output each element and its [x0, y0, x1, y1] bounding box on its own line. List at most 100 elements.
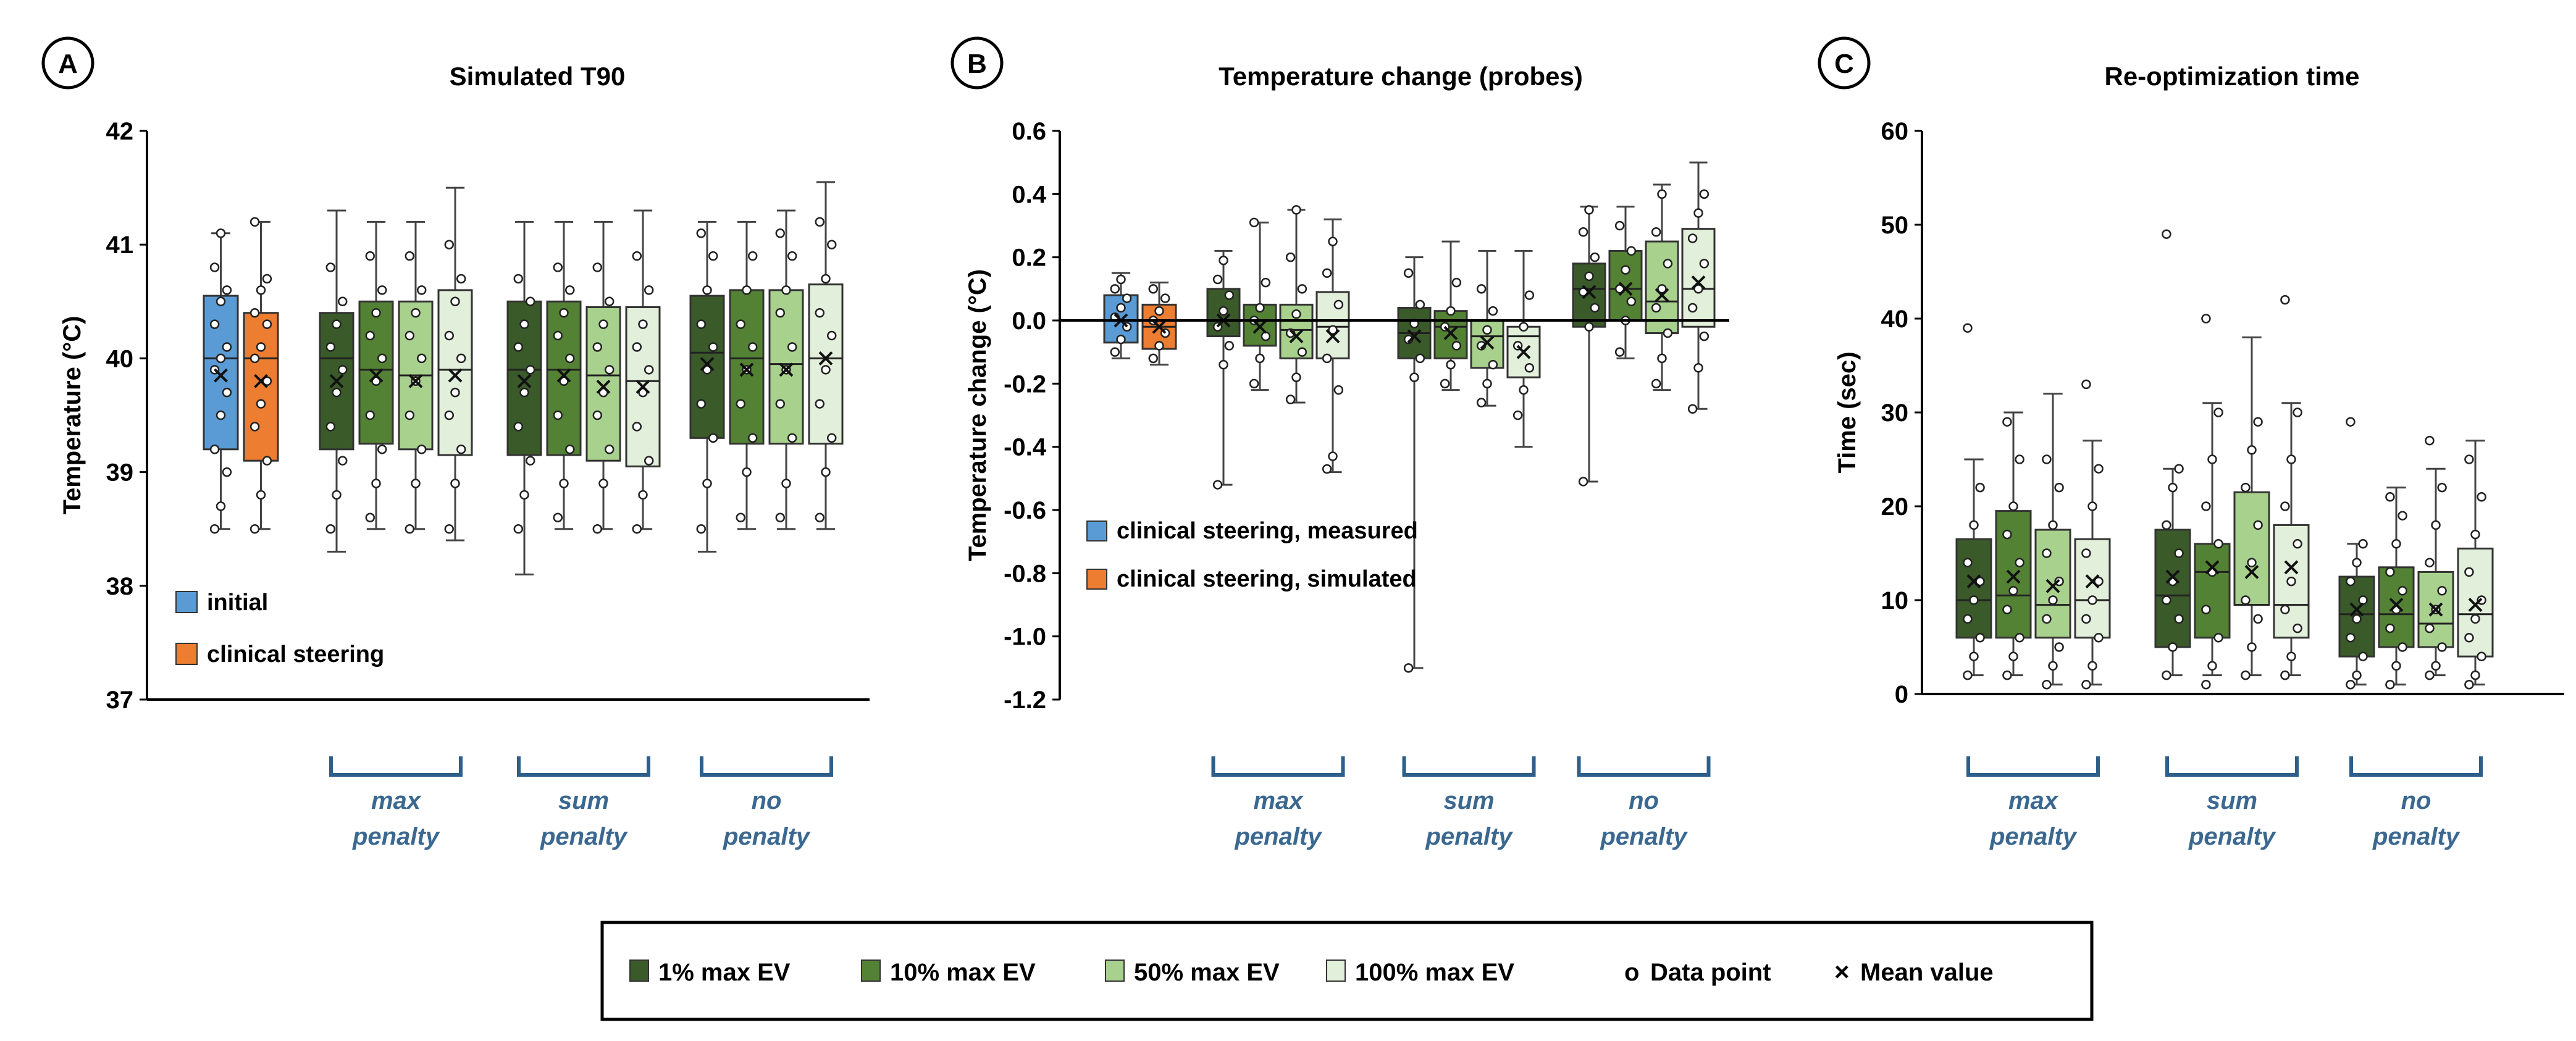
data-point [222, 342, 232, 352]
y-tick-label: -0.6 [1004, 497, 1046, 524]
data-point [371, 307, 381, 318]
data-point [2293, 408, 2302, 417]
data-point [2241, 595, 2251, 605]
data-point [2207, 454, 2217, 464]
data-point [1657, 189, 1667, 199]
data-point [1224, 341, 1235, 351]
box-1-max-ev [506, 220, 542, 575]
box-50-max-ev [1645, 183, 1679, 391]
mean-marker [739, 362, 754, 377]
data-point [2425, 558, 2435, 567]
legend-items: 1% max EV 10% max EV 50% max EV 100% max EV… [629, 957, 1994, 986]
data-point [742, 467, 752, 477]
data-point [2015, 633, 2024, 643]
data-point [775, 399, 786, 409]
data-point [1297, 284, 1307, 294]
panel-c-letter: C [1834, 49, 1854, 79]
data-point [604, 365, 615, 375]
data-point [2293, 539, 2302, 549]
group-label: penalty [2372, 823, 2461, 850]
y-tick-label: -0.8 [1004, 560, 1046, 587]
box-1-max-ev [689, 220, 725, 553]
data-point [2008, 651, 2018, 661]
data-point [2477, 492, 2486, 502]
data-point [2470, 614, 2480, 624]
data-point [2241, 482, 2251, 493]
data-point [456, 274, 466, 284]
data-point [2286, 651, 2296, 661]
data-point [559, 479, 569, 488]
data-point [2425, 623, 2435, 633]
data-point [1584, 322, 1594, 332]
data-point [411, 307, 421, 318]
data-point [1328, 451, 1338, 461]
data-point [2201, 604, 2211, 614]
legend-label: 1% max EV [658, 959, 791, 986]
data-point [1212, 480, 1223, 490]
data-point [1219, 306, 1228, 316]
group-label: penalty [1600, 823, 1688, 850]
box-iqr [243, 312, 279, 462]
data-point [1403, 268, 1414, 278]
mean-marker [2045, 579, 2060, 593]
mean-marker [2244, 564, 2259, 579]
data-point [216, 228, 226, 238]
data-point [2087, 661, 2097, 671]
data-point [2385, 680, 2395, 690]
data-point [377, 353, 387, 364]
data-point [598, 479, 608, 488]
data-point [1687, 233, 1698, 243]
data-point [1409, 372, 1419, 382]
y-tick-label: 0.6 [1012, 118, 1046, 145]
panel-a-letter: A [58, 49, 78, 79]
data-point [2054, 642, 2064, 652]
data-point [553, 410, 563, 420]
data-point [1519, 322, 1529, 332]
y-tick-label: 38 [106, 573, 134, 600]
data-point [2168, 482, 2178, 493]
legend-swatch [1326, 959, 1346, 982]
legend-label: 100% max EV [1355, 959, 1514, 986]
mean-marker [1655, 288, 1669, 303]
data-point [1116, 334, 1126, 345]
legend-label: 10% max EV [890, 959, 1036, 986]
box-clinical-steering-measured [1103, 272, 1139, 359]
data-point [1212, 274, 1223, 285]
data-point [2081, 548, 2091, 558]
data-point [2358, 595, 2368, 605]
data-point [2015, 454, 2024, 464]
data-point [1699, 259, 1710, 269]
box-1-max-ev [1955, 323, 1992, 680]
mean-marker [1407, 329, 1422, 343]
data-point [2352, 670, 2362, 680]
data-point [1482, 325, 1492, 335]
data-point [1322, 268, 1332, 278]
data-point [405, 410, 415, 420]
legend-swatch [629, 959, 649, 982]
group-label: no [2401, 787, 2431, 814]
data-point [638, 490, 648, 500]
box-1-max-ev [319, 209, 355, 553]
data-point [1446, 306, 1456, 316]
box-100-max-ev [1506, 249, 1541, 448]
data-point [1626, 296, 1637, 307]
data-point [815, 217, 825, 227]
box-100-max-ev [1681, 161, 1716, 414]
box-100-max-ev [1315, 218, 1350, 474]
data-point [696, 228, 707, 238]
box-iqr [1681, 228, 1716, 328]
data-point [262, 456, 272, 466]
mean-marker [779, 362, 794, 377]
data-point [2286, 454, 2296, 464]
data-point [1261, 331, 1271, 341]
data-point [1291, 372, 1301, 382]
panel-b-temperature-change: B Temperature change (probes) -1.2 -1.0 -0… [950, 36, 1729, 850]
data-point [1614, 347, 1625, 357]
y-tick-label: -1.2 [1004, 687, 1046, 714]
data-point [2174, 464, 2184, 474]
mean-marker [329, 374, 344, 388]
data-point [2280, 670, 2290, 680]
data-point [1657, 284, 1667, 294]
box-10-max-ev [2194, 314, 2231, 690]
data-point [1219, 256, 1228, 265]
